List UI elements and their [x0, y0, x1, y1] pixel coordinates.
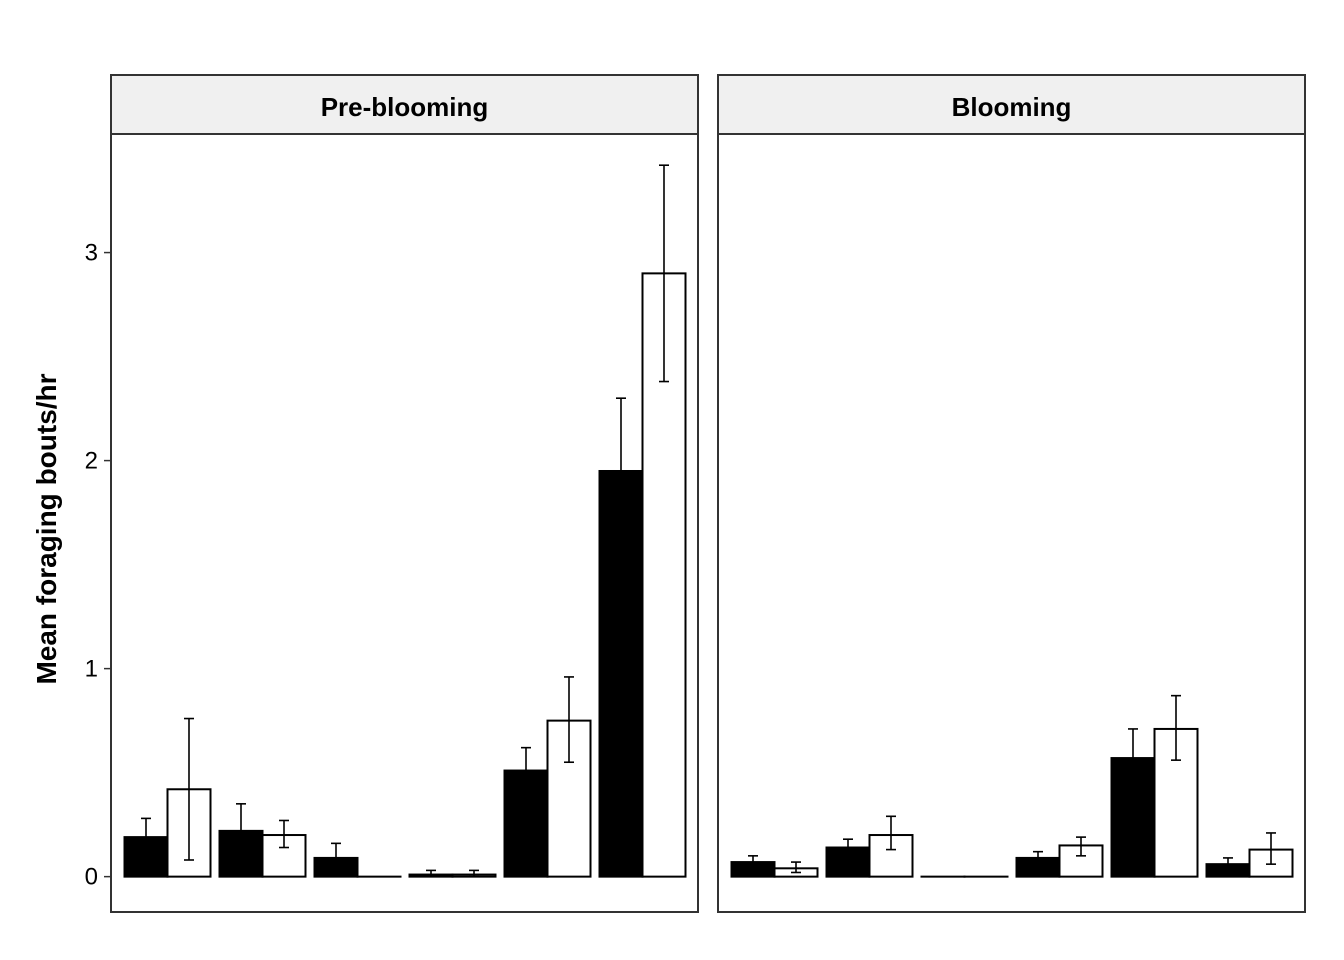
y-tick-label: 0: [85, 864, 98, 891]
facet-strip: [717, 74, 1306, 135]
y-tick-label: 2: [85, 448, 98, 475]
facet-panels: Pre-blooming Blooming: [110, 74, 1306, 913]
panel-border: [717, 133, 1306, 913]
facet-strip-label: Blooming: [952, 92, 1072, 122]
y-axis-title: Mean foraging bouts/hr: [31, 373, 62, 684]
y-tick-label: 3: [85, 240, 98, 267]
panel-border: [110, 133, 699, 913]
y-axis: 0 1 2 3: [85, 240, 111, 891]
facet-panel-blooming: Blooming: [717, 74, 1306, 913]
facet-strip: [110, 74, 699, 135]
facet-strip-label: Pre-blooming: [321, 92, 489, 122]
y-tick-label: 1: [85, 656, 98, 683]
facet-panel-pre-blooming: Pre-blooming: [110, 74, 699, 913]
